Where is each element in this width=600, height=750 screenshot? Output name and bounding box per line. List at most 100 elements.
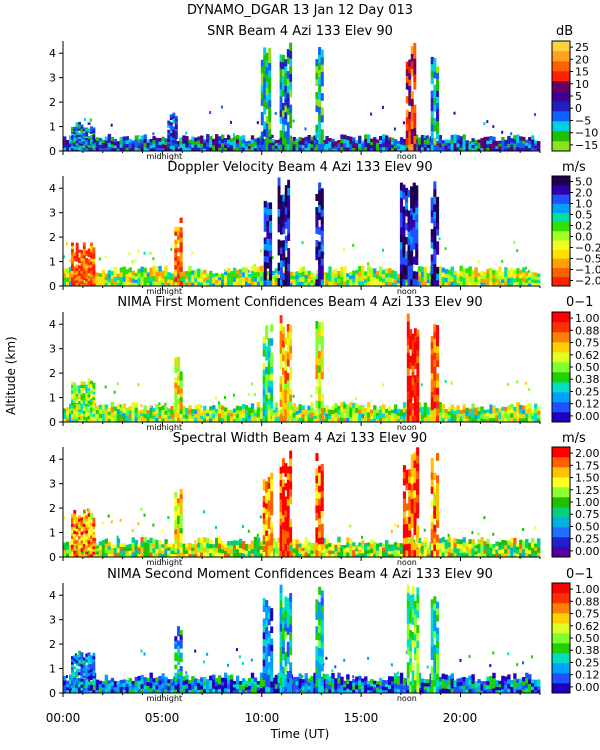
heatmap-cell	[227, 134, 229, 138]
heatmap-cell	[125, 411, 129, 416]
heatmap-cell	[289, 81, 293, 90]
heatmap-cell	[250, 658, 253, 662]
heatmap-cell	[167, 146, 171, 150]
heatmap-cell	[289, 331, 293, 340]
heatmap-cell	[376, 546, 380, 551]
heatmap-cell	[235, 648, 238, 652]
heatmap-cell	[441, 537, 445, 543]
heatmap-cell	[119, 136, 123, 141]
heatmap-cell	[410, 513, 414, 521]
heatmap-cell	[393, 145, 398, 149]
heatmap-cell	[376, 148, 380, 152]
heatmap-cell	[459, 136, 463, 141]
heatmap-cell	[221, 142, 225, 148]
heatmap-cell	[462, 142, 466, 148]
heatmap-cell	[279, 353, 283, 362]
heatmap-cell	[534, 553, 538, 558]
heatmap-cell	[128, 141, 132, 146]
heatmap-cell	[122, 281, 126, 287]
heatmap-cell	[393, 142, 398, 146]
heatmap-cell	[227, 663, 229, 667]
heatmap-cell	[137, 138, 141, 143]
heatmap-cell	[393, 408, 398, 414]
heatmap-cell	[134, 143, 138, 148]
heatmap-cell	[203, 405, 207, 411]
heatmap-cell	[471, 282, 475, 287]
heatmap-cell	[119, 140, 123, 145]
heatmap-cell	[304, 282, 308, 287]
heatmap-cell	[279, 95, 283, 104]
heatmap-cell	[310, 550, 314, 554]
heatmap-cell	[78, 265, 81, 269]
heatmap-cell	[318, 182, 322, 191]
heatmap-cell	[510, 417, 514, 423]
heatmap-cell	[315, 253, 319, 261]
heatmap-cell	[270, 387, 274, 395]
heatmap-cell	[256, 417, 261, 423]
heatmap-cell	[221, 685, 225, 690]
heatmap-cell	[343, 554, 347, 558]
heatmap-cell	[266, 202, 270, 209]
heatmap-cell	[244, 405, 249, 410]
heatmap-cell	[504, 410, 508, 415]
heatmap-cell	[382, 134, 386, 139]
heatmap-cell	[279, 511, 283, 519]
heatmap-cell	[301, 409, 305, 415]
heatmap-cell	[274, 142, 279, 146]
heatmap-cell	[274, 674, 279, 680]
heatmap-cell	[537, 547, 541, 553]
heatmap-cell	[253, 144, 258, 149]
heatmap-cell	[405, 251, 409, 259]
heatmap-cell	[206, 138, 210, 143]
colorbar-label: −5	[575, 114, 591, 127]
heatmap-cell	[447, 410, 451, 415]
heatmap-cell	[269, 238, 273, 245]
heatmap-cell	[489, 277, 493, 282]
heatmap-cell	[410, 68, 414, 77]
heatmap-cell	[301, 550, 305, 555]
heatmap-cell	[412, 226, 416, 235]
heatmap-cell	[513, 282, 517, 287]
heatmap-cell	[107, 411, 112, 416]
heatmap-cell	[212, 553, 216, 558]
heatmap-cell	[206, 686, 210, 690]
heatmap-cell	[513, 552, 517, 558]
heatmap-cell	[447, 552, 451, 558]
heatmap-cell	[227, 541, 231, 546]
heatmap-cell	[197, 412, 201, 418]
heatmap-cell	[315, 213, 319, 221]
heatmap-cell	[277, 142, 281, 146]
heatmap-cell	[191, 136, 195, 141]
heatmap-cell	[423, 135, 426, 139]
heatmap-cell	[164, 141, 168, 146]
heatmap-cell	[101, 687, 106, 691]
heatmap-cell	[441, 276, 445, 282]
heatmap-cell	[270, 545, 274, 552]
heatmap-cell	[462, 547, 466, 553]
heatmap-cell	[260, 79, 264, 87]
heatmap-cell	[405, 75, 409, 83]
heatmap-cell	[408, 144, 412, 152]
heatmap-cell	[265, 535, 269, 542]
colorbar-label: 0.25	[575, 385, 600, 398]
heatmap-cell	[253, 685, 258, 690]
heatmap-cell	[284, 516, 288, 524]
heatmap-cell	[158, 402, 161, 406]
heatmap-cell	[480, 410, 484, 415]
heatmap-cell	[170, 553, 174, 558]
heatmap-cell	[318, 113, 322, 122]
heatmap-cell	[80, 134, 85, 139]
heatmap-cell	[253, 546, 258, 553]
heatmap-cell	[534, 282, 538, 287]
heatmap-cell	[177, 260, 181, 266]
heatmap-cell	[436, 338, 440, 347]
heatmap-cell	[110, 282, 115, 287]
heatmap-cell	[188, 409, 192, 415]
heatmap-cell	[402, 407, 407, 413]
colorbar-swatch	[552, 507, 570, 518]
heatmap-cell	[90, 512, 93, 517]
heatmap-cell	[495, 282, 499, 287]
heatmap-cell	[284, 550, 288, 558]
heatmap-cell	[430, 486, 434, 494]
heatmap-cell	[282, 387, 285, 396]
